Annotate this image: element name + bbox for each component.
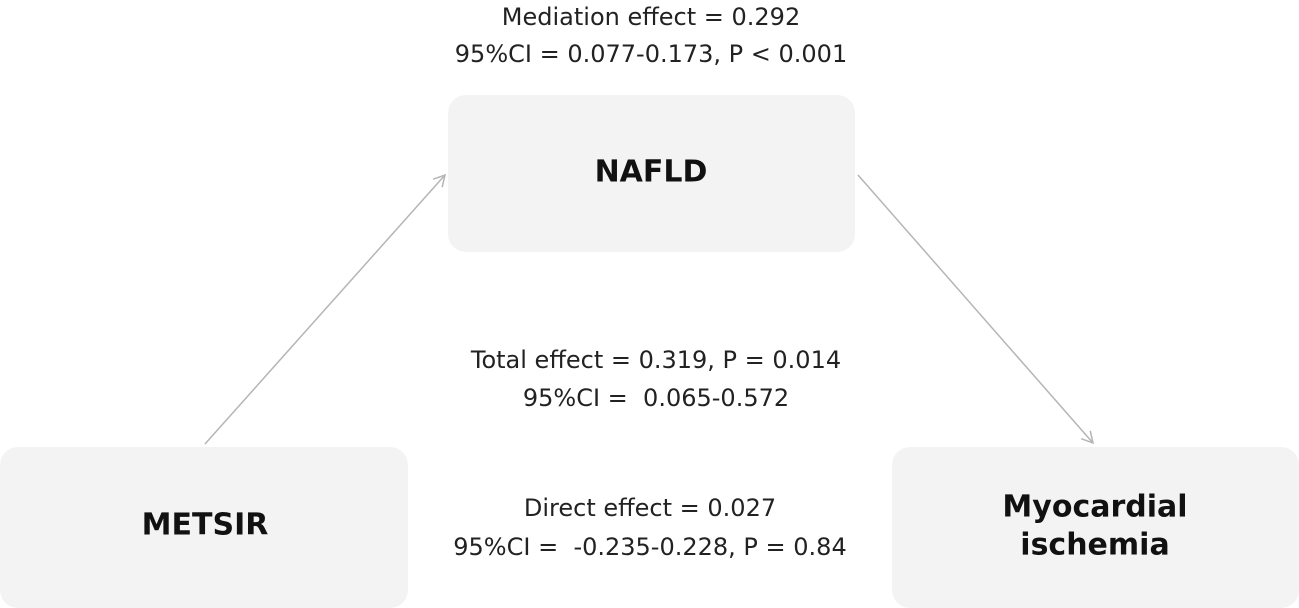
arrow (857, 174, 1095, 445)
annotation: Mediation effect = 0.292 (502, 3, 800, 31)
node-box (0, 447, 408, 608)
node-label: ischemia (1020, 528, 1169, 563)
annotation: Direct effect = 0.027 (524, 494, 776, 522)
annotation: 95%CI = -0.235-0.228, P = 0.84 (453, 533, 846, 561)
node-label: METSIR (142, 508, 269, 543)
node-box (448, 95, 855, 252)
node-label: Myocardial (1002, 490, 1187, 525)
node-label: NAFLD (595, 155, 708, 190)
node-box (892, 447, 1299, 608)
arrow (204, 173, 447, 445)
annotation: 95%CI = 0.077-0.173, P < 0.001 (455, 40, 847, 68)
annotation: 95%CI = 0.065-0.572 (523, 384, 789, 412)
annotation: Total effect = 0.319, P = 0.014 (470, 346, 841, 374)
